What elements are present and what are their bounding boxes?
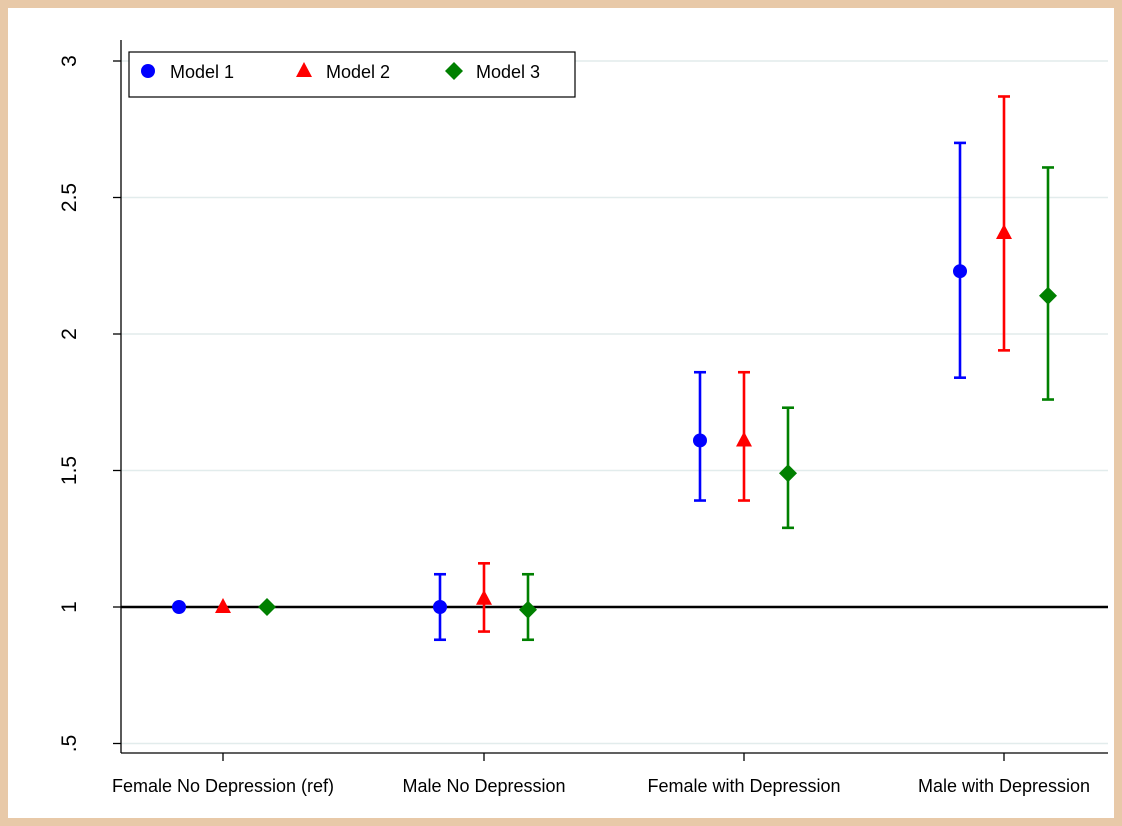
x-tick-label: Female with Depression [647,776,840,796]
model-2-point [736,431,752,447]
y-tick-label: .5 [58,735,81,753]
model-1-point [693,433,707,448]
legend-key-model-3 [445,62,463,80]
model-1-point [172,600,186,614]
x-tick-label: Male No Depression [402,776,565,796]
model-2-point [476,589,492,605]
y-tick-label: 1 [58,601,81,613]
model-2-point [996,223,1012,239]
legend-label-model-3: Model 3 [476,62,540,82]
legend-key-model-2 [296,62,312,77]
model-2-point [215,598,231,613]
model-3-point [519,600,537,619]
y-tick-label: 1.5 [58,456,81,485]
model-3-point [1039,286,1057,305]
legend-label-model-1: Model 1 [170,62,234,82]
y-tick-label: 2 [58,328,81,340]
model-3-point [779,464,797,483]
model-3-point [258,598,276,616]
legend-key-model-1 [141,64,155,78]
x-tick-label: Female No Depression (ref) [112,776,334,796]
legend-label-model-2: Model 2 [326,62,390,82]
model-1-point [953,264,967,279]
x-tick-label: Male with Depression [918,776,1090,796]
y-tick-label: 2.5 [58,183,81,212]
legend-box [128,51,576,98]
y-tick-label: 3 [58,55,81,67]
model-1-point [433,600,447,614]
chart-frame: .5 1 1.5 2 2.5 3 Female No Depression (ref) Mal… [8,8,1114,818]
forest-plot: .5 1 1.5 2 2.5 3 Female No Depression (ref) Mal… [58,40,1108,796]
